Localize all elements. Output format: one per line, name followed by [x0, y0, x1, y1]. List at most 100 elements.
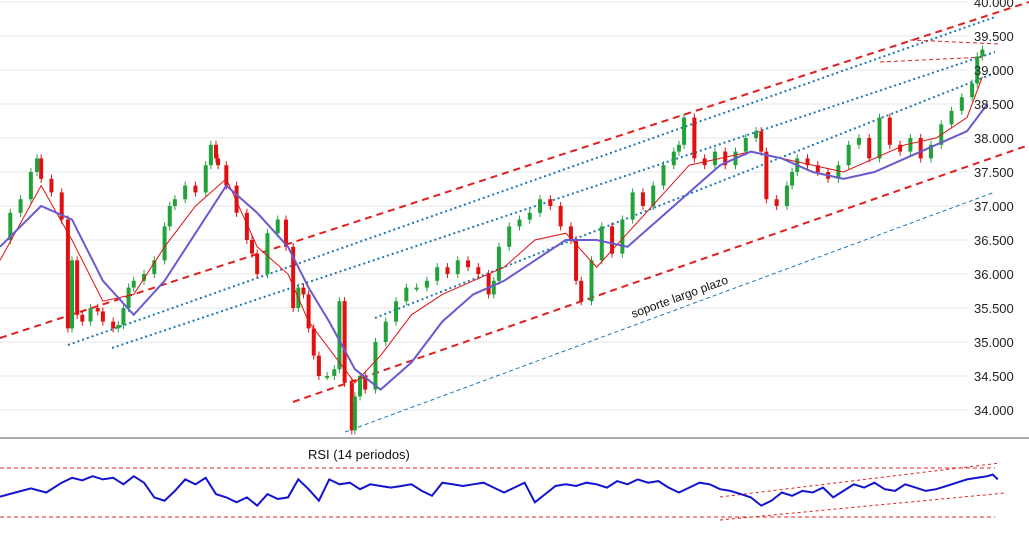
candle-down	[283, 219, 288, 247]
rsi-panel	[0, 462, 1006, 521]
candle-down	[640, 192, 645, 206]
candle-up	[70, 260, 75, 329]
candle-up	[121, 308, 126, 325]
candle-down	[815, 165, 820, 172]
candle-up	[383, 321, 388, 342]
rsi-title: RSI (14 periodos)	[308, 447, 410, 462]
candle-up	[676, 144, 681, 152]
candle-up	[414, 287, 419, 290]
candle-down	[764, 151, 769, 200]
candle-down	[759, 131, 764, 152]
candle-up	[682, 117, 687, 145]
candle-down	[193, 185, 198, 193]
candle-up	[517, 219, 522, 227]
candle-up	[507, 226, 512, 247]
candle-down	[774, 199, 779, 206]
candle-up	[784, 185, 789, 206]
candle-down	[805, 158, 810, 166]
candle-down	[445, 267, 450, 274]
y-tick-label: 39.500	[974, 29, 1014, 44]
y-tick-label: 36.000	[974, 267, 1014, 282]
candle-down	[214, 144, 219, 159]
candle-up	[975, 56, 980, 84]
candle-up	[630, 192, 635, 220]
candle-up	[651, 185, 656, 206]
candle-down	[918, 138, 923, 159]
inner-line-2	[111, 51, 996, 349]
candle-up	[790, 172, 795, 186]
candle-down	[316, 355, 321, 376]
candle-down	[301, 287, 306, 295]
candle-up	[265, 233, 270, 274]
candle-down	[65, 219, 70, 329]
candle-up	[491, 280, 496, 295]
candle-up	[527, 212, 532, 220]
y-tick-label: 35.500	[974, 301, 1014, 316]
candle-up	[183, 185, 188, 200]
candle-down	[574, 240, 579, 281]
candle-up	[538, 199, 543, 213]
ma-fast-line	[0, 76, 983, 384]
candle-up	[754, 131, 759, 138]
candle-up	[928, 144, 933, 159]
candle-down	[244, 212, 249, 240]
candle-down	[95, 308, 100, 312]
candle-down	[80, 314, 85, 322]
grid-layer	[0, 1, 968, 411]
candle-up	[162, 226, 167, 261]
candle-down	[568, 226, 573, 240]
y-tick-label: 36.500	[974, 233, 1014, 248]
candle-up	[980, 49, 985, 57]
candle-up	[394, 301, 399, 322]
candle-up	[877, 117, 882, 159]
candle-down	[486, 274, 491, 295]
candle-up	[424, 280, 429, 288]
candle-up	[332, 369, 337, 376]
candle-up	[172, 199, 177, 206]
candle-down	[39, 158, 44, 179]
candle-up	[404, 287, 409, 302]
candle-down	[75, 260, 80, 315]
y-tick-label: 37.500	[974, 165, 1014, 180]
candle-up	[352, 396, 357, 431]
candle-up	[661, 165, 666, 186]
candle-up	[152, 260, 157, 274]
candle-down	[255, 253, 260, 274]
candle-down	[250, 240, 255, 254]
candle-up	[856, 138, 861, 145]
candle-up	[142, 274, 147, 281]
candle-up	[589, 260, 594, 302]
candle-up	[208, 144, 213, 166]
rsi-line	[0, 473, 999, 507]
candle-down	[49, 178, 54, 193]
candle-up	[358, 376, 363, 397]
channel-layer	[0, 1, 1029, 433]
candle-up	[671, 151, 676, 166]
candle-up	[126, 287, 131, 308]
candle-up	[8, 212, 13, 240]
candle-down	[224, 165, 229, 186]
candle-up	[712, 151, 717, 166]
candle-down	[349, 382, 354, 431]
candle-up	[116, 325, 121, 329]
candle-up	[203, 165, 208, 193]
candle-down	[311, 328, 316, 356]
candle-down	[100, 311, 105, 322]
rsi-trend-upper	[719, 462, 1001, 498]
candle-down	[466, 260, 471, 268]
candle-up	[131, 280, 136, 288]
candle-up	[373, 342, 378, 390]
channel-lower-line	[292, 144, 1029, 403]
candle-down	[476, 267, 481, 274]
candle-up	[846, 144, 851, 166]
candle-down	[579, 280, 584, 302]
candle-up	[743, 138, 748, 152]
y-tick-label: 39.000	[974, 63, 1014, 78]
y-tick-label: 40.000	[974, 0, 1014, 10]
candle-down	[887, 117, 892, 145]
candle-down	[342, 301, 347, 383]
candle-down	[723, 151, 728, 166]
ma-layer	[0, 76, 989, 391]
candle-down	[291, 246, 296, 308]
